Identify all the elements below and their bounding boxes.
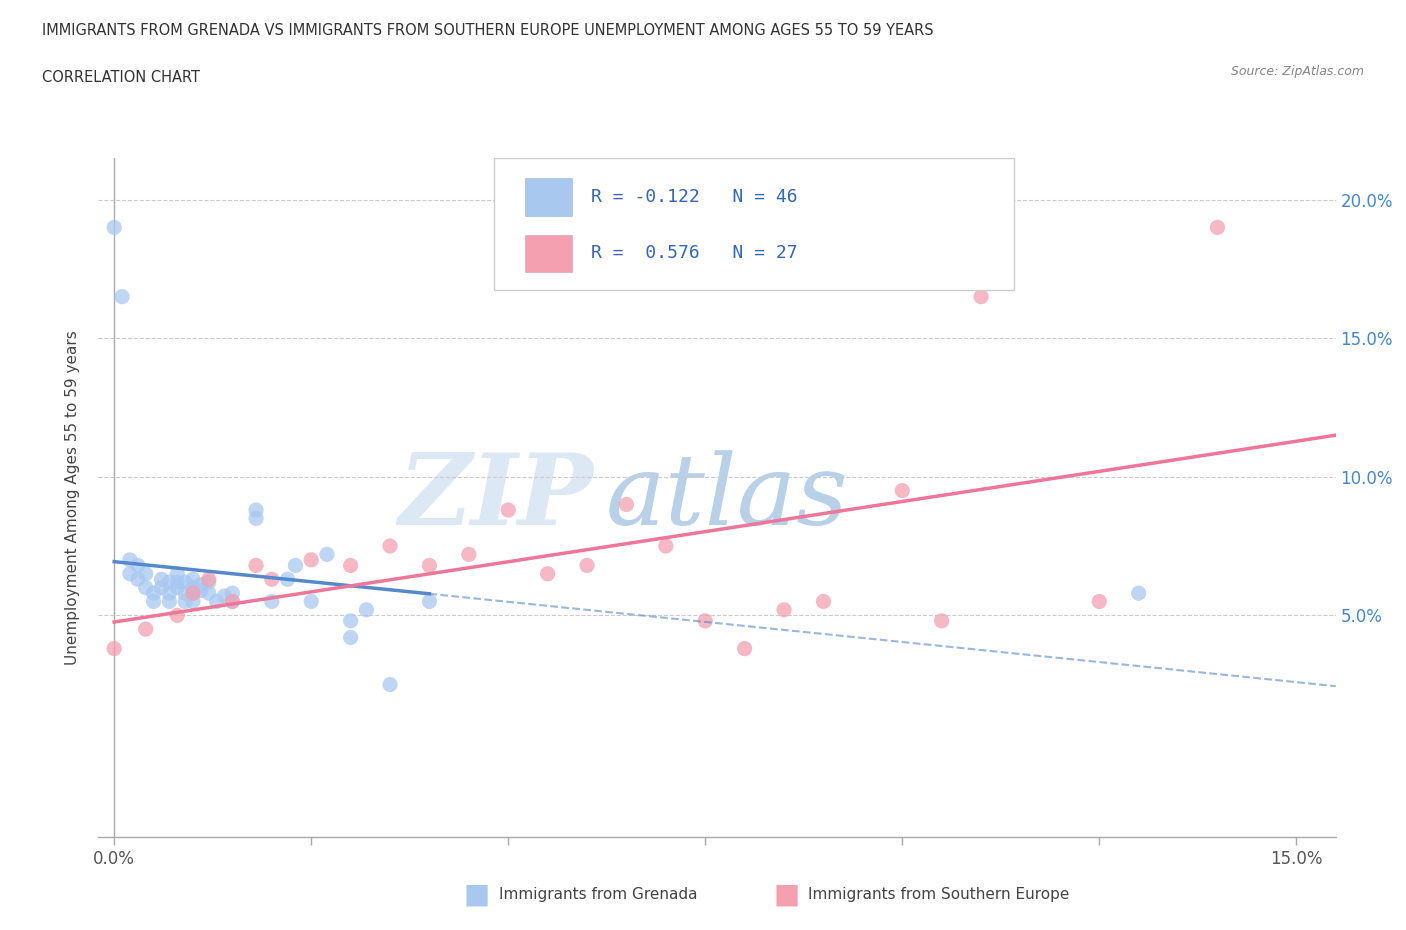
Text: IMMIGRANTS FROM GRENADA VS IMMIGRANTS FROM SOUTHERN EUROPE UNEMPLOYMENT AMONG AG: IMMIGRANTS FROM GRENADA VS IMMIGRANTS FR… bbox=[42, 23, 934, 38]
Point bbox=[135, 566, 157, 581]
Point bbox=[135, 622, 157, 637]
Point bbox=[299, 552, 322, 567]
Point bbox=[135, 580, 157, 595]
Point bbox=[150, 580, 173, 595]
Point bbox=[260, 594, 283, 609]
Point bbox=[166, 580, 188, 595]
Point bbox=[221, 594, 243, 609]
Point bbox=[245, 502, 267, 517]
Bar bbox=[526, 179, 572, 216]
Point bbox=[214, 589, 236, 604]
Point bbox=[142, 586, 165, 601]
Text: CORRELATION CHART: CORRELATION CHART bbox=[42, 70, 200, 85]
Point bbox=[181, 586, 204, 601]
Point bbox=[245, 558, 267, 573]
Text: Source: ZipAtlas.com: Source: ZipAtlas.com bbox=[1230, 65, 1364, 78]
Text: ZIP: ZIP bbox=[398, 449, 593, 546]
Point bbox=[157, 594, 180, 609]
Point bbox=[655, 538, 678, 553]
Point bbox=[181, 594, 204, 609]
Point bbox=[1128, 586, 1150, 601]
Point bbox=[181, 580, 204, 595]
Point bbox=[197, 572, 219, 587]
Point bbox=[127, 572, 149, 587]
Point bbox=[576, 558, 599, 573]
Point bbox=[277, 572, 299, 587]
Point bbox=[157, 575, 180, 590]
Text: ■: ■ bbox=[464, 881, 491, 909]
Point bbox=[197, 575, 219, 590]
Point bbox=[496, 502, 519, 517]
Point bbox=[339, 630, 361, 644]
Point bbox=[118, 566, 141, 581]
Point bbox=[1088, 594, 1111, 609]
Point bbox=[299, 594, 322, 609]
Point bbox=[316, 547, 339, 562]
Point bbox=[378, 538, 401, 553]
Point bbox=[190, 583, 212, 598]
Point bbox=[457, 547, 479, 562]
Point bbox=[418, 594, 440, 609]
Point bbox=[166, 575, 188, 590]
Point bbox=[197, 586, 219, 601]
Point bbox=[221, 586, 243, 601]
Point bbox=[174, 594, 197, 609]
Point bbox=[221, 594, 243, 609]
Point bbox=[339, 558, 361, 573]
Text: ■: ■ bbox=[773, 881, 800, 909]
Point bbox=[245, 511, 267, 525]
Point bbox=[418, 558, 440, 573]
Point bbox=[734, 641, 756, 656]
Point bbox=[150, 572, 173, 587]
Point bbox=[931, 614, 953, 629]
Text: atlas: atlas bbox=[606, 450, 848, 545]
Point bbox=[103, 641, 125, 656]
Text: Immigrants from Grenada: Immigrants from Grenada bbox=[499, 887, 697, 902]
Point bbox=[205, 594, 228, 609]
FancyBboxPatch shape bbox=[495, 158, 1014, 290]
Text: R =  0.576   N = 27: R = 0.576 N = 27 bbox=[591, 245, 797, 262]
Point bbox=[181, 572, 204, 587]
Point bbox=[1206, 219, 1229, 234]
Point bbox=[157, 586, 180, 601]
Point bbox=[891, 484, 914, 498]
Point bbox=[181, 586, 204, 601]
Text: R = -0.122   N = 46: R = -0.122 N = 46 bbox=[591, 189, 797, 206]
Point bbox=[190, 578, 212, 592]
Point bbox=[142, 594, 165, 609]
Point bbox=[616, 497, 638, 512]
Point bbox=[166, 566, 188, 581]
Point bbox=[378, 677, 401, 692]
Bar bbox=[526, 234, 572, 272]
Point bbox=[127, 558, 149, 573]
Point bbox=[813, 594, 835, 609]
Point bbox=[111, 289, 134, 304]
Point bbox=[174, 586, 197, 601]
Point bbox=[773, 603, 796, 618]
Point bbox=[103, 219, 125, 234]
Point bbox=[339, 614, 361, 629]
Point bbox=[970, 289, 993, 304]
Point bbox=[536, 566, 558, 581]
Point bbox=[695, 614, 717, 629]
Text: Immigrants from Southern Europe: Immigrants from Southern Europe bbox=[808, 887, 1070, 902]
Point bbox=[118, 552, 141, 567]
Point bbox=[166, 608, 188, 623]
Point bbox=[260, 572, 283, 587]
Point bbox=[356, 603, 378, 618]
Point bbox=[174, 575, 197, 590]
Y-axis label: Unemployment Among Ages 55 to 59 years: Unemployment Among Ages 55 to 59 years bbox=[65, 330, 80, 665]
Point bbox=[284, 558, 307, 573]
